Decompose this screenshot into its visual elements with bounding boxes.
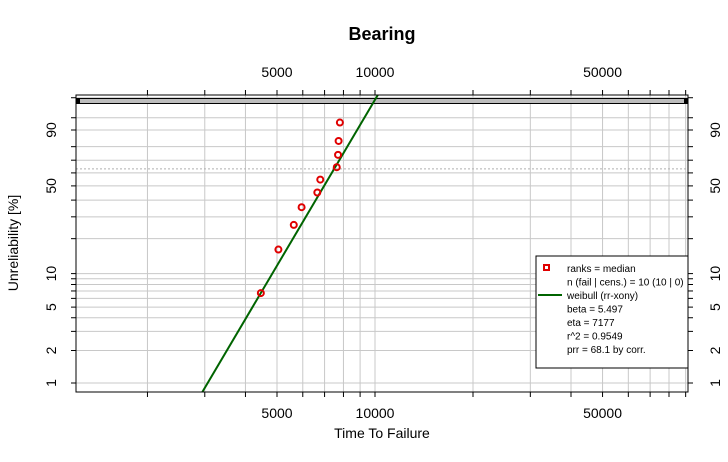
x-tick-label: 10000 (356, 405, 395, 421)
legend-entry: prr = 68.1 by corr. (567, 345, 646, 356)
y-tick-label-right: 2 (707, 346, 723, 354)
legend-entry: eta = 7177 (567, 318, 615, 329)
axis-ticks: 5000 5000 10000 10000 50000 50000 1 1 2 2 5 5 10 10 50… (43, 64, 723, 421)
data-point (316, 175, 325, 184)
legend-entry: n (fail | cens.) = 10 (10 | 0) (567, 278, 684, 289)
legend-box (535, 255, 689, 369)
data-point (297, 203, 306, 212)
x-tick-label-top: 5000 (261, 64, 292, 80)
fit-line (201, 94, 379, 393)
legend-entry: beta = 5.497 (567, 305, 623, 316)
y-tick-label: 10 (43, 266, 59, 282)
legend-point-symbol (543, 264, 550, 271)
data-point (334, 136, 343, 145)
y-tick-label-right: 50 (707, 178, 723, 194)
top-band-inner (80, 99, 684, 103)
y-tick-label-right: 10 (707, 266, 723, 282)
data-point (334, 150, 343, 159)
plot-frame (75, 94, 689, 393)
legend-entry: r^2 = 0.9549 (567, 332, 623, 343)
data-point (313, 188, 322, 197)
legend: ranks = median n (fail | cens.) = 10 (10 … (535, 255, 689, 369)
y-tick-label: 50 (43, 178, 59, 194)
x-axis-label: Time To Failure (334, 425, 430, 441)
data-point (289, 220, 298, 229)
x-tick-label-top: 50000 (583, 64, 622, 80)
y-tick-label-right: 1 (707, 379, 723, 387)
x-tick-label: 5000 (261, 405, 292, 421)
x-tick-label: 50000 (583, 405, 622, 421)
data-point (335, 118, 344, 127)
y-tick-label: 1 (43, 379, 59, 387)
y-tick-label: 5 (43, 303, 59, 311)
data-point (274, 245, 283, 254)
plot-area (201, 94, 379, 393)
legend-entry: ranks = median (567, 264, 636, 275)
legend-entry: weibull (rr-xony) (566, 291, 638, 302)
y-axis-label: Unreliability [%] (5, 195, 21, 291)
data-point (256, 289, 265, 298)
y-tick-label: 90 (43, 122, 59, 138)
data-point (332, 163, 341, 172)
x-tick-label-top: 10000 (356, 64, 395, 80)
y-tick-label: 2 (43, 346, 59, 354)
chart-title: Bearing (348, 24, 415, 44)
y-tick-label-right: 90 (707, 122, 723, 138)
y-tick-label-right: 5 (707, 303, 723, 311)
